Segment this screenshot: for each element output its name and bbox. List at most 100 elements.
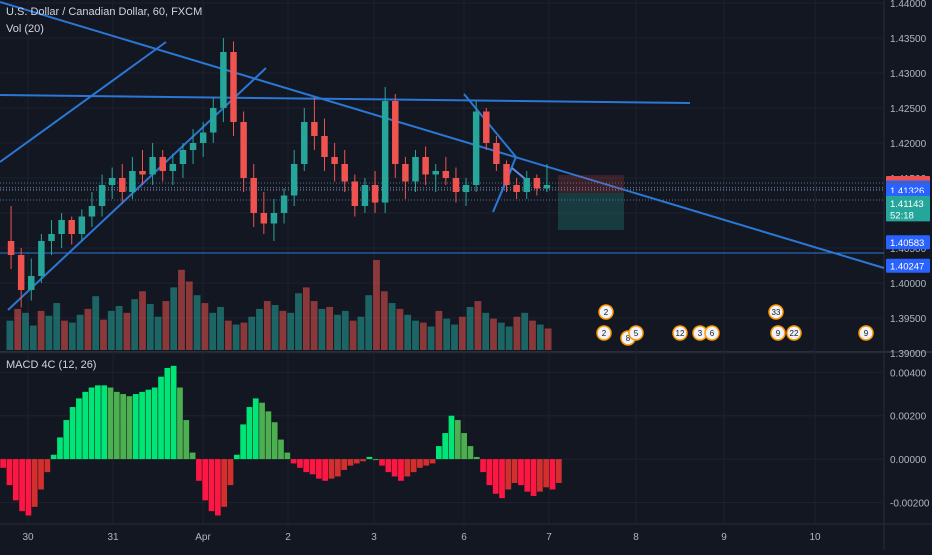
macd-bar — [505, 459, 512, 490]
candle-body — [210, 108, 217, 133]
macd-bar — [492, 459, 499, 494]
macd-bar — [353, 459, 360, 464]
price-tick-label: 1.44000 — [890, 0, 927, 10]
event-count: 8 — [626, 334, 631, 343]
macd-bar — [12, 459, 19, 501]
volume-bar — [443, 318, 451, 350]
candle-body — [361, 185, 369, 206]
volume-bar — [287, 312, 295, 350]
volume-bar — [412, 320, 419, 350]
price-label-text: 52:18 — [890, 210, 914, 221]
price-tick-label: 1.42500 — [890, 104, 927, 115]
macd-bar — [25, 459, 32, 516]
candle-body — [493, 143, 500, 164]
macd-bar — [537, 459, 543, 492]
candle-body — [260, 213, 268, 224]
macd-bar — [417, 459, 423, 468]
volume-bar — [490, 318, 497, 350]
price-label-chip — [886, 207, 930, 222]
event-marker — [786, 325, 802, 341]
candle-body — [58, 220, 65, 234]
macd-bar — [271, 422, 278, 460]
macd-bar — [202, 459, 209, 501]
macd-bar — [145, 389, 152, 460]
macd-bar — [95, 385, 101, 460]
macd-bar — [126, 396, 133, 460]
candle-body — [78, 216, 86, 234]
macd-bar — [360, 459, 366, 462]
drawing-tools[interactable] — [0, 1, 885, 311]
candle-body — [240, 122, 247, 178]
price-tick-label: 1.40000 — [890, 279, 927, 290]
candle-body — [341, 164, 348, 182]
event-count: 12 — [676, 329, 685, 338]
candle-body — [513, 185, 520, 192]
candle-body — [220, 52, 227, 108]
macd-bar — [442, 433, 449, 460]
time-tick-label: 30 — [22, 532, 34, 543]
macd-bar — [183, 420, 190, 460]
macd-bar — [309, 459, 316, 475]
candle-body — [432, 171, 439, 175]
candle-body — [483, 111, 490, 143]
event-count: 6 — [710, 329, 715, 338]
candle-body — [381, 101, 389, 203]
macd-bar — [233, 454, 240, 460]
macd-bar — [214, 459, 221, 516]
candle-body — [533, 178, 541, 189]
macd-bar — [461, 433, 467, 460]
macd-tick-label: 0.00000 — [890, 455, 927, 466]
time-tick-label: 6 — [461, 532, 467, 543]
event-count: 2 — [602, 329, 607, 338]
macd-bar — [265, 411, 272, 460]
macd-bar — [113, 391, 120, 460]
macd-bar — [107, 387, 114, 460]
risk-zone-box — [558, 175, 624, 193]
volume-bar — [302, 287, 310, 350]
macd-bar — [391, 459, 398, 477]
volume-bar — [521, 312, 529, 350]
event-count: 33 — [772, 308, 781, 317]
time-tick-label: 10 — [809, 532, 821, 543]
volume-bar — [248, 316, 256, 350]
price-label-text: 1.40247 — [890, 262, 924, 273]
volume-bar — [310, 301, 318, 350]
price-tick-label: 1.39500 — [890, 314, 927, 325]
macd-bar — [410, 459, 417, 473]
symbol-title: U.S. Dollar / Canadian Dollar, 60, FXCM — [6, 6, 203, 18]
price-axis[interactable]: 1.440001.435001.430001.425001.420001.415… — [886, 0, 930, 509]
macd-bar — [240, 424, 246, 460]
macd-bar — [0, 459, 7, 468]
macd-bar — [379, 459, 385, 466]
volume-bar — [451, 324, 458, 350]
macd-bar — [158, 376, 164, 460]
event-marker — [598, 304, 614, 320]
volume-bar — [131, 299, 139, 350]
volume-bar — [139, 291, 146, 350]
candle-body — [270, 213, 278, 224]
candle-body — [38, 241, 45, 276]
event-marker — [672, 325, 688, 341]
candle-body — [523, 178, 530, 192]
macd-bar — [454, 420, 461, 460]
price-label-text: 1.41143 — [890, 199, 924, 210]
macd-bar — [177, 387, 183, 460]
macd-bar — [385, 459, 392, 473]
candle-body — [250, 178, 257, 213]
candle-body — [48, 234, 55, 241]
volume-bar — [357, 316, 365, 350]
macd-bar — [448, 415, 455, 460]
trendline-descending — [0, 1, 885, 269]
candle-body — [311, 122, 318, 136]
volume-bar — [334, 314, 341, 350]
price-candles — [7, 38, 551, 308]
macd-bar — [31, 459, 38, 507]
time-axis[interactable]: 30 31 Apr 2 3 6 7 8 9 10 — [22, 532, 821, 543]
macd-bar — [290, 459, 297, 464]
macd-bar — [189, 452, 196, 460]
price-tick-label: 1.40500 — [890, 244, 927, 255]
candle-body — [371, 185, 379, 203]
